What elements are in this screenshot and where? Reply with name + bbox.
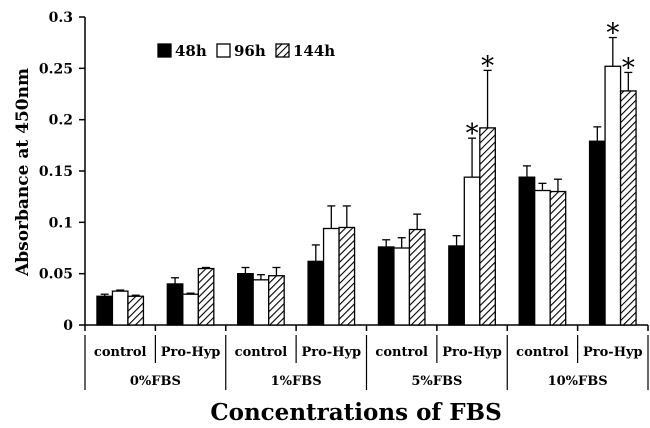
y-axis-label: Absorbance at 450nm — [13, 68, 33, 277]
legend-swatch-96h — [216, 43, 231, 58]
x-group-label: 10%FBS — [548, 374, 608, 389]
bar-48h-Pro-Hyp — [307, 260, 325, 326]
x-category-label: control — [375, 345, 428, 360]
bar-48h-control — [96, 295, 114, 326]
legend-label: 96h — [234, 42, 266, 60]
y-tick-label: 0.1 — [49, 215, 73, 231]
significance-star: * — [481, 51, 494, 81]
bar-96h-control — [393, 247, 411, 326]
x-group-label: 0%FBS — [130, 374, 181, 389]
bar-48h-control — [237, 273, 254, 326]
x-category-label: Pro-Hyp — [442, 345, 502, 360]
y-tick-label: 0.2 — [49, 113, 73, 129]
significance-star: * — [622, 53, 635, 83]
legend-swatch-48h — [157, 43, 172, 58]
bar-96h-Pro-Hyp — [604, 65, 622, 326]
bar-48h-control — [377, 246, 395, 326]
bar-96h-control — [252, 279, 270, 326]
y-tick-label: 0.15 — [39, 164, 73, 180]
legend-label: 144h — [293, 42, 335, 60]
bar-144h-Pro-Hyp — [479, 127, 496, 326]
category-labels: control Pro-Hyp control Pro-Hyp control Pro-H… — [84, 335, 649, 390]
bar-144h-control — [127, 295, 145, 326]
bar-144h-Pro-Hyp — [197, 267, 215, 326]
x-category-label: control — [235, 345, 288, 360]
x-category-label: Pro-Hyp — [161, 345, 221, 360]
legend-swatch-144h — [275, 43, 290, 58]
x-group-label: 5%FBS — [411, 374, 462, 389]
x-group-label: 1%FBS — [271, 374, 322, 389]
bar-144h-control — [549, 190, 567, 326]
bar-96h-control — [111, 290, 129, 326]
significance-star: * — [606, 19, 619, 49]
x-axis-label: Concentrations of FBS — [210, 399, 501, 426]
y-tick-label: 0.25 — [39, 61, 73, 77]
x-category-label: Pro-Hyp — [583, 345, 643, 360]
bar-48h-Pro-Hyp — [588, 140, 606, 326]
bar-96h-Pro-Hyp — [182, 293, 199, 326]
bar-144h-control — [268, 275, 285, 326]
bars: **** — [96, 19, 637, 326]
legend: 48h 96h 144h — [157, 42, 335, 60]
bar-96h-control — [534, 189, 551, 326]
y-tick-label: 0.3 — [49, 10, 73, 26]
bar-96h-Pro-Hyp — [463, 176, 481, 326]
legend-label: 48h — [175, 42, 207, 60]
bar-48h-Pro-Hyp — [166, 283, 184, 326]
x-category-label: Pro-Hyp — [302, 345, 362, 360]
bar-144h-Pro-Hyp — [338, 226, 356, 326]
bar-48h-Pro-Hyp — [448, 245, 465, 326]
y-tick-label: 0 — [63, 318, 73, 334]
bar-144h-control — [408, 228, 426, 326]
x-category-label: control — [94, 345, 147, 360]
significance-star: * — [466, 119, 479, 149]
bar-144h-Pro-Hyp — [619, 90, 637, 326]
bar-96h-Pro-Hyp — [322, 227, 340, 326]
y-tick-label: 0.05 — [39, 267, 73, 283]
x-category-label: control — [516, 345, 569, 360]
bar-48h-control — [518, 176, 536, 326]
